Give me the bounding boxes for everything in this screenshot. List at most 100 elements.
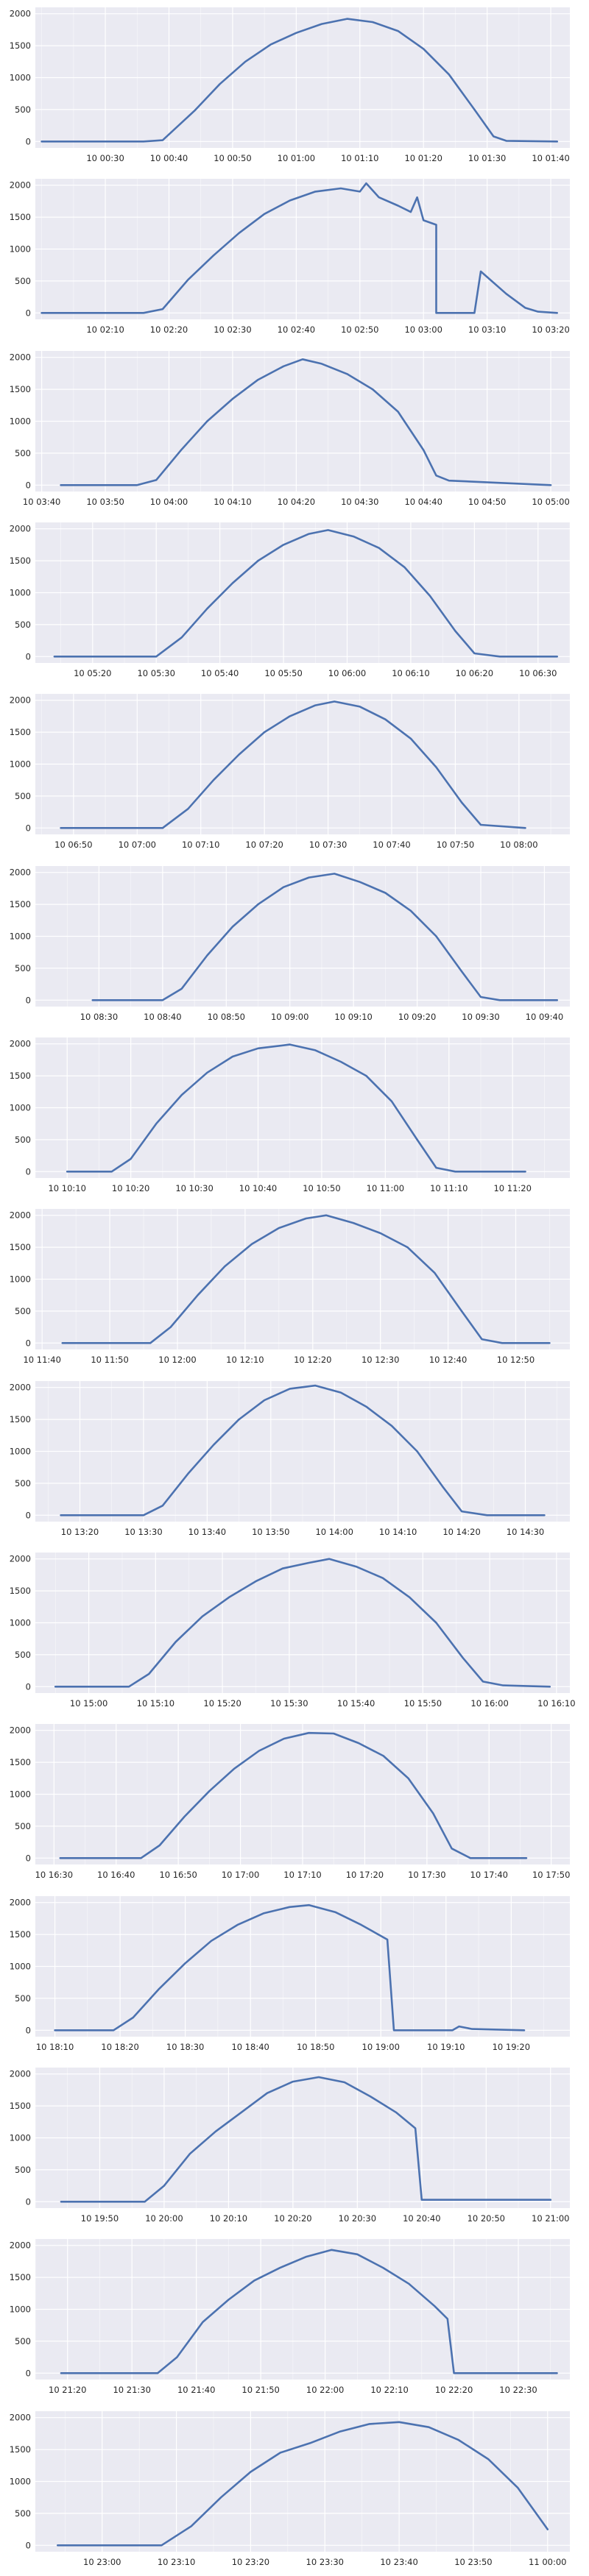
x-tick-label: 10 07:30 xyxy=(309,840,347,850)
x-tick-label: 10 09:20 xyxy=(398,1012,436,1022)
y-tick-label: 0 xyxy=(26,308,31,319)
x-tick-label: 10 17:10 xyxy=(283,1870,321,1880)
x-tick-label: 10 10:40 xyxy=(239,1183,277,1193)
y-tick-label: 1500 xyxy=(10,1586,31,1596)
y-tick-label: 0 xyxy=(26,2540,31,2550)
x-tick-label: 10 04:10 xyxy=(214,497,251,507)
y-tick-label: 500 xyxy=(15,1650,31,1660)
chart-panel-4: 0 500 1000 1500 2000 10 05:20 10 05:30 10 05:40… xyxy=(0,515,589,686)
x-tick-label: 10 02:40 xyxy=(278,324,315,335)
y-tick-label: 500 xyxy=(15,620,31,630)
x-tick-label: 10 11:40 xyxy=(23,1355,60,1365)
x-tick-label: 10 09:00 xyxy=(271,1012,308,1022)
x-tick-label: 10 08:00 xyxy=(500,840,537,850)
y-tick-label: 1000 xyxy=(10,931,31,941)
y-tick-label: 1500 xyxy=(10,40,31,51)
y-tick-label: 0 xyxy=(26,1510,31,1520)
x-tick-label: 10 01:20 xyxy=(404,153,442,163)
chart-panel-8: 0 500 1000 1500 2000 10 11:40 10 11:50 10 12:00… xyxy=(0,1202,589,1373)
series-line xyxy=(60,700,526,829)
y-tick-label: 1500 xyxy=(10,384,31,394)
y-tick-label: 1000 xyxy=(10,759,31,770)
chart-svg: 0 500 1000 1500 2000 10 02:10 10 02:20 10 02:30… xyxy=(10,179,570,335)
y-tick-label: 2000 xyxy=(10,2069,31,2079)
chart-svg: 0 500 1000 1500 2000 10 00:30 10 00:40 10 00:50… xyxy=(10,7,570,163)
chart-panel-2: 0 500 1000 1500 2000 10 02:10 10 02:20 10 02:30… xyxy=(0,171,589,343)
x-tick-label: 10 07:40 xyxy=(373,840,410,850)
x-tick-label: 10 08:50 xyxy=(208,1012,245,1022)
x-tick-label: 10 20:30 xyxy=(339,2213,376,2224)
y-tick-label: 1000 xyxy=(10,1446,31,1456)
y-tick-label: 1500 xyxy=(10,2272,31,2282)
chart-svg: 0 500 1000 1500 2000 10 03:40 10 03:50 10 04:00… xyxy=(10,350,570,507)
x-tick-label: 10 14:20 xyxy=(442,1527,480,1537)
x-tick-label: 10 23:00 xyxy=(83,2557,121,2567)
y-tick-label: 1000 xyxy=(10,1961,31,1971)
y-tick-label: 0 xyxy=(26,136,31,146)
x-tick-label: 10 04:40 xyxy=(404,497,442,507)
y-tick-label: 0 xyxy=(26,651,31,661)
x-tick-label: 10 19:00 xyxy=(362,2042,400,2052)
x-tick-label: 10 03:20 xyxy=(532,324,569,335)
x-tick-label: 10 16:00 xyxy=(470,1698,508,1709)
x-tick-label: 10 00:30 xyxy=(86,153,124,163)
x-tick-label: 10 01:30 xyxy=(468,153,506,163)
y-tick-label: 1500 xyxy=(10,1929,31,1940)
x-tick-label: 10 02:10 xyxy=(86,324,124,335)
x-tick-label: 10 23:30 xyxy=(306,2557,344,2567)
y-tick-label: 1000 xyxy=(10,1789,31,1800)
y-tick-label: 2000 xyxy=(10,1382,31,1392)
chart-panel-14: 0 500 1000 1500 2000 10 21:20 10 21:30 10 21:40… xyxy=(0,2232,589,2403)
y-tick-label: 2000 xyxy=(10,2412,31,2422)
x-tick-label: 10 18:30 xyxy=(166,2042,204,2052)
y-tick-label: 1500 xyxy=(10,1757,31,1767)
y-tick-label: 2000 xyxy=(10,1897,31,1907)
x-tick-label: 10 17:00 xyxy=(222,1870,259,1880)
x-tick-label: 10 20:40 xyxy=(403,2213,440,2224)
x-tick-label: 10 00:40 xyxy=(150,153,188,163)
y-tick-label: 1500 xyxy=(10,1242,31,1252)
x-tick-label: 10 06:10 xyxy=(392,668,429,678)
y-tick-label: 1500 xyxy=(10,727,31,737)
chart-svg: 0 500 1000 1500 2000 10 08:30 10 08:40 10 08:50… xyxy=(10,865,570,1022)
x-tick-label: 10 11:00 xyxy=(367,1183,404,1193)
x-tick-label: 10 12:50 xyxy=(497,1355,535,1365)
x-tick-label: 10 06:00 xyxy=(328,668,366,678)
y-tick-label: 500 xyxy=(15,2165,31,2175)
x-tick-label: 10 20:50 xyxy=(468,2213,505,2224)
x-tick-label: 10 13:20 xyxy=(61,1527,99,1537)
series-line xyxy=(60,358,552,486)
x-tick-label: 10 18:40 xyxy=(231,2042,269,2052)
x-tick-label: 10 18:50 xyxy=(297,2042,334,2052)
x-tick-label: 10 05:40 xyxy=(201,668,239,678)
chart-panel-12: 0 500 1000 1500 2000 10 18:10 10 18:20 10 18:30… xyxy=(0,1889,589,2060)
x-tick-label: 10 14:30 xyxy=(507,1527,544,1537)
series-line xyxy=(54,1903,526,2032)
x-tick-label: 10 17:30 xyxy=(408,1870,445,1880)
series-line xyxy=(66,1043,526,1173)
x-tick-label: 10 08:30 xyxy=(80,1012,118,1022)
y-tick-label: 2000 xyxy=(10,1554,31,1564)
series-line xyxy=(61,1214,551,1344)
series-line xyxy=(91,872,558,1001)
y-tick-label: 2000 xyxy=(10,1210,31,1221)
x-tick-label: 10 21:50 xyxy=(241,2385,279,2395)
x-tick-label: 10 02:20 xyxy=(150,324,188,335)
y-tick-label: 500 xyxy=(15,791,31,801)
chart-svg: 0 500 1000 1500 2000 10 11:40 10 11:50 10 12:00… xyxy=(10,1209,570,1365)
x-tick-label: 10 08:40 xyxy=(144,1012,181,1022)
x-tick-label: 10 17:50 xyxy=(532,1870,570,1880)
y-tick-label: 1000 xyxy=(10,587,31,597)
y-tick-label: 0 xyxy=(26,2369,31,2379)
chart-panel-15: 0 500 1000 1500 2000 10 23:00 10 23:10 10 23:20… xyxy=(0,2404,589,2575)
x-tick-label: 10 12:10 xyxy=(226,1355,264,1365)
x-tick-label: 10 20:00 xyxy=(145,2213,183,2224)
x-tick-label: 10 22:00 xyxy=(306,2385,344,2395)
x-tick-label: 10 15:00 xyxy=(70,1698,107,1709)
x-tick-label: 10 22:20 xyxy=(435,2385,473,2395)
chart-panel-1: 0 500 1000 1500 2000 10 00:30 10 00:40 10 00:50… xyxy=(0,0,589,171)
x-tick-label: 10 03:10 xyxy=(468,324,506,335)
series-line xyxy=(60,1384,546,1516)
x-tick-label: 10 15:10 xyxy=(137,1698,174,1709)
